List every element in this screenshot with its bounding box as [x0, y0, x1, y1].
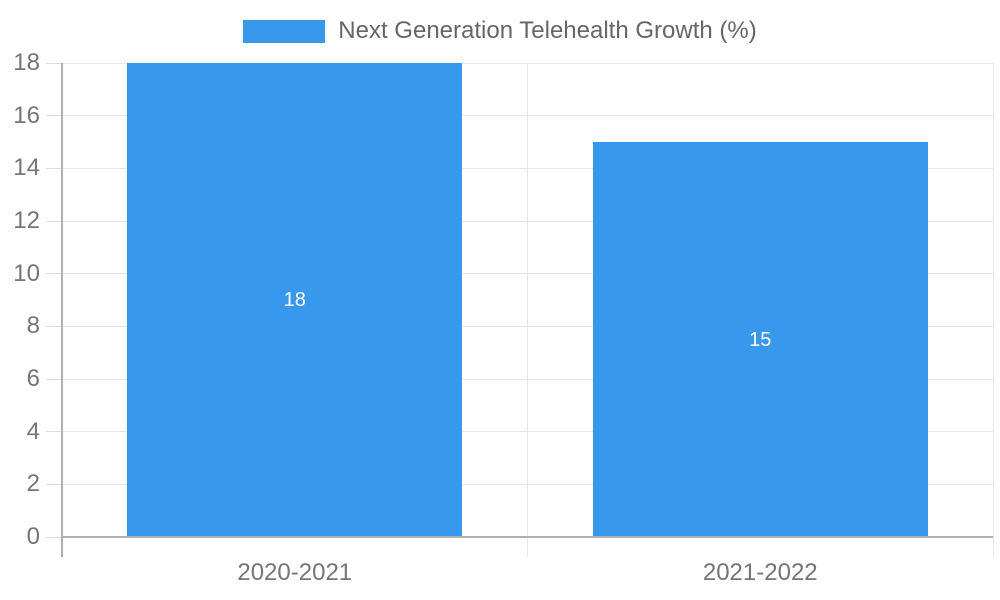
y-tick-12 — [46, 220, 62, 222]
x-axis-line — [62, 536, 993, 538]
y-axis-line — [61, 63, 63, 557]
bar-value-label-2021-2022: 15 — [749, 328, 772, 351]
y-tick-label-8: 8 — [26, 312, 40, 340]
y-tick-label-4: 4 — [26, 417, 40, 445]
bar-2021-2022[interactable] — [592, 142, 928, 537]
legend-item-telehealth-growth[interactable]: Next Generation Telehealth Growth (%) — [243, 17, 757, 45]
y-tick-label-14: 14 — [13, 154, 40, 182]
y-tick-6 — [46, 378, 62, 380]
bar-value-label-2020-2021: 18 — [283, 289, 306, 311]
legend-label: Next Generation Telehealth Growth (%) — [338, 17, 757, 44]
bar-2020-2021[interactable] — [127, 63, 463, 537]
chart-legend: Next Generation Telehealth Growth (%) — [0, 16, 1000, 46]
x-tick-label-2020-2021: 2020-2021 — [237, 559, 353, 586]
x-gridline-1 — [527, 63, 528, 557]
y-tick-label-2: 2 — [26, 470, 40, 498]
y-tick-0 — [46, 536, 62, 538]
y-tick-label-10: 10 — [13, 259, 40, 287]
y-tick-14 — [46, 167, 62, 169]
y-tick-label-0: 0 — [26, 523, 40, 550]
y-tick-label-12: 12 — [13, 207, 40, 234]
y-tick-label-16: 16 — [13, 101, 40, 129]
y-tick-18 — [46, 62, 62, 64]
y-tick-10 — [46, 273, 62, 275]
y-tick-label-18: 18 — [13, 49, 40, 76]
y-tick-4 — [46, 431, 62, 433]
y-tick-label-6: 6 — [26, 365, 40, 392]
legend-swatch — [243, 19, 326, 43]
x-gridline-2 — [992, 63, 994, 557]
y-tick-8 — [46, 325, 62, 327]
y-tick-2 — [46, 483, 62, 485]
x-tick-label-2021-2022: 2021-2022 — [702, 559, 818, 586]
y-tick-16 — [46, 115, 62, 117]
